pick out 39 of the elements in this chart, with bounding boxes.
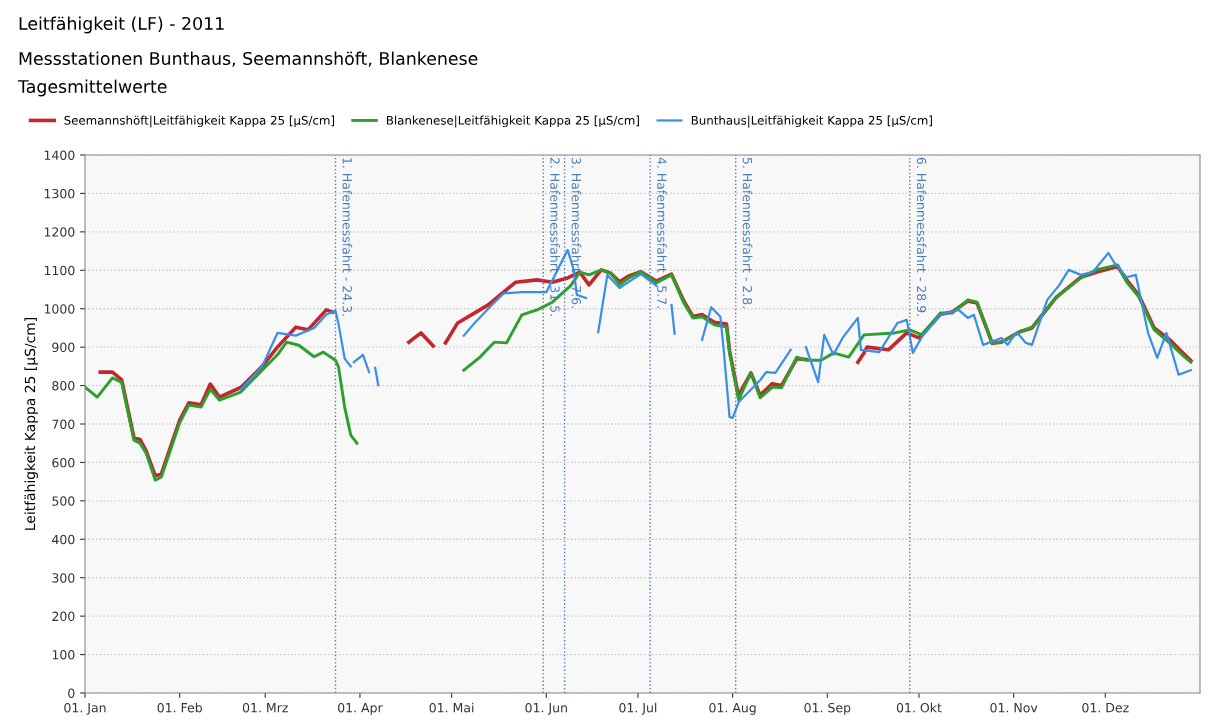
x-tick-label: 01. Dez xyxy=(1082,702,1129,713)
ref-line-label: 1. Hafenmessfahrt - 24.3. xyxy=(342,158,353,316)
y-tick-label: 500 xyxy=(52,496,75,506)
y-tick-label: 1200 xyxy=(44,227,75,237)
ref-line-label: 6. Hafenmessfahrt - 28.9. xyxy=(916,157,927,316)
y-tick-label: 400 xyxy=(52,534,75,545)
x-tick-label: 01. Mai xyxy=(429,702,474,713)
y-tick-label: 0 xyxy=(68,688,75,698)
x-tick-label: 01. Jul xyxy=(619,702,657,715)
y-axis-title: Leitfähigkeit Kappa 25 [µS/cm] xyxy=(24,318,38,530)
x-tick-label: 01. Okt xyxy=(896,702,942,713)
y-tick-label: 900 xyxy=(52,342,75,353)
y-tick-label: 1000 xyxy=(44,304,75,314)
y-tick-label: 1400 xyxy=(44,150,75,160)
x-tick-label: 01. Nov xyxy=(990,702,1038,713)
chart-subtitle: Messstationen Bunthaus, Seemannshöft, Blankenese Tagesmittelwerte xyxy=(17,51,478,97)
legend-label: Seemannshöft|Leitfähigkeit Kappa 25 [µS/cm] xyxy=(64,115,335,128)
x-tick-label: 01. Sep xyxy=(804,702,851,715)
y-tick-label: 800 xyxy=(52,381,75,391)
ref-line-label: 5. Hafenmessfahrt - 2.8. xyxy=(742,157,753,308)
y-tick-label: 100 xyxy=(52,650,75,660)
x-tick-label: 01. Aug xyxy=(709,702,756,715)
y-tick-label: 1100 xyxy=(44,265,75,276)
y-tick-label: 300 xyxy=(52,573,75,583)
y-tick-label: 1300 xyxy=(44,188,75,199)
x-tick-label: 01. Jan xyxy=(64,702,106,715)
x-tick-label: 01. Feb xyxy=(157,702,203,713)
ref-line-label: 2. Hafenmessfahrt - 31.5. xyxy=(550,157,560,316)
chart-title: Leitfähigkeit (LF) - 2011 xyxy=(19,16,224,34)
x-tick-label: 01. Mrz xyxy=(242,702,288,713)
x-tick-label: 01. Apr xyxy=(338,702,383,715)
ref-line-label: 4. Hafenmessfahrt - 5.7. xyxy=(657,157,667,308)
legend-label: Blankenese|Leitfähigkeit Kappa 25 [µS/cm] xyxy=(386,115,639,128)
y-tick-label: 200 xyxy=(52,611,75,622)
x-tick-label: 01. Jun xyxy=(525,702,567,715)
y-tick-label: 700 xyxy=(52,419,75,429)
legend-label: Bunthaus|Leitfähigkeit Kappa 25 [µS/cm] xyxy=(691,115,932,128)
ref-line-label: 3. Hafenmessfahrt - 7.6. xyxy=(571,157,582,308)
y-tick-label: 600 xyxy=(52,457,75,468)
